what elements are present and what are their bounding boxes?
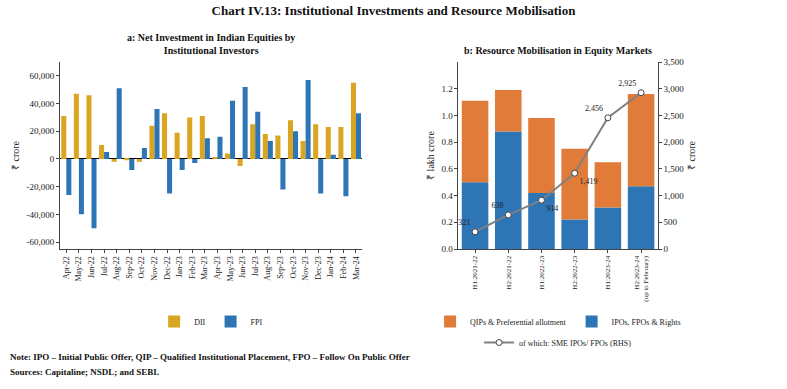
svg-text:H1:2023-24: H1:2023-24 xyxy=(604,255,612,289)
svg-text:40,000: 40,000 xyxy=(29,99,54,109)
svg-text:500: 500 xyxy=(663,217,677,227)
svg-text:Chart IV.13: Institutional Inv: Chart IV.13: Institutional Investments a… xyxy=(212,3,577,18)
svg-text:Sources: Capitaline; NSDL; and: Sources: Capitaline; NSDL; and SEBI. xyxy=(10,367,159,377)
svg-text:638: 638 xyxy=(492,201,504,210)
svg-text:₹ crore: ₹ crore xyxy=(686,140,697,170)
svg-text:0.0: 0.0 xyxy=(441,244,453,254)
svg-text:Sep-23: Sep-23 xyxy=(276,256,285,279)
svg-text:Nov-23: Nov-23 xyxy=(301,256,310,280)
svg-text:Aug-22: Aug-22 xyxy=(112,256,121,280)
svg-text:3,000: 3,000 xyxy=(663,84,684,94)
svg-text:Jul-22: Jul-22 xyxy=(100,256,109,276)
svg-text:Jan-23: Jan-23 xyxy=(175,256,184,277)
svg-text:Dec-22: Dec-22 xyxy=(163,256,172,280)
svg-text:2,456: 2,456 xyxy=(585,104,603,113)
svg-text:May-22: May-22 xyxy=(74,256,83,281)
svg-text:0.2: 0.2 xyxy=(441,217,452,227)
svg-text:914: 914 xyxy=(546,204,558,213)
svg-text:H2:2023-24(up to February): H2:2023-24(up to February) xyxy=(633,255,650,302)
svg-text:321: 321 xyxy=(458,218,470,227)
svg-text:-60,000: -60,000 xyxy=(26,237,54,247)
svg-text:2,925: 2,925 xyxy=(618,79,636,88)
svg-text:Jun-23: Jun-23 xyxy=(238,256,247,278)
svg-text:2,000: 2,000 xyxy=(663,137,684,147)
svg-text:₹ crore: ₹ crore xyxy=(10,140,21,170)
svg-text:Dec-23: Dec-23 xyxy=(314,256,323,280)
svg-text:1,419: 1,419 xyxy=(579,177,597,186)
svg-text:Sep-22: Sep-22 xyxy=(125,256,134,279)
svg-text:Jul-23: Jul-23 xyxy=(251,256,260,276)
svg-text:DII: DII xyxy=(194,318,205,327)
svg-text:1.2: 1.2 xyxy=(441,84,452,94)
svg-text:Jun-22: Jun-22 xyxy=(87,256,96,278)
svg-text:H2:2022-23: H2:2022-23 xyxy=(571,255,579,289)
svg-text:Oct-23: Oct-23 xyxy=(289,256,298,278)
svg-text:Aug-23: Aug-23 xyxy=(263,256,272,280)
svg-text:20,000: 20,000 xyxy=(29,126,54,136)
svg-text:Apr-22: Apr-22 xyxy=(62,256,71,279)
svg-text:H1:2022-23: H1:2022-23 xyxy=(538,255,546,289)
svg-text:0.6: 0.6 xyxy=(441,164,453,174)
svg-text:0: 0 xyxy=(663,244,668,254)
svg-text:IPOs, FPOs & Rights: IPOs, FPOs & Rights xyxy=(612,318,681,327)
svg-text:Apr-23: Apr-23 xyxy=(213,256,222,279)
svg-text:0.8: 0.8 xyxy=(441,137,453,147)
svg-text:Oct-22: Oct-22 xyxy=(137,256,146,278)
svg-text:₹ lakh crore: ₹ lakh crore xyxy=(425,131,436,180)
svg-text:60,000: 60,000 xyxy=(29,71,54,81)
svg-text:-20,000: -20,000 xyxy=(26,182,54,192)
svg-text:1,000: 1,000 xyxy=(663,191,684,201)
svg-text:H2:2021-22: H2:2021-22 xyxy=(505,255,513,289)
svg-text:3,500: 3,500 xyxy=(663,57,684,67)
svg-text:Mar-23: Mar-23 xyxy=(200,256,209,280)
svg-text:1,500: 1,500 xyxy=(663,164,684,174)
svg-text:a: Net Investment in Indian Eq: a: Net Investment in Indian Equities byI… xyxy=(127,32,295,56)
svg-text:1.0: 1.0 xyxy=(441,111,453,121)
svg-text:Nov-22: Nov-22 xyxy=(150,256,159,280)
svg-text:0: 0 xyxy=(50,154,55,164)
svg-text:Note: IPO – Initial Public Off: Note: IPO – Initial Public Offer, QIP – … xyxy=(10,352,410,362)
svg-text:QIPs & Preferential allotment: QIPs & Preferential allotment xyxy=(470,318,567,327)
svg-text:b: Resource Mobilisation in Eq: b: Resource Mobilisation in Equity Marke… xyxy=(464,45,652,56)
svg-text:Jan-24: Jan-24 xyxy=(326,256,335,277)
svg-text:-40,000: -40,000 xyxy=(26,210,54,220)
svg-text:H1:2021-22: H1:2021-22 xyxy=(471,255,479,289)
svg-text:May-23: May-23 xyxy=(226,256,235,281)
svg-text:2,500: 2,500 xyxy=(663,111,684,121)
svg-text:Feb-24: Feb-24 xyxy=(339,256,348,279)
svg-text:of which: SME IPOs/ FPOs (RHS): of which: SME IPOs/ FPOs (RHS) xyxy=(519,339,631,348)
svg-text:0.4: 0.4 xyxy=(441,191,453,201)
svg-text:FPI: FPI xyxy=(251,318,263,327)
svg-text:Feb-23: Feb-23 xyxy=(188,256,197,279)
svg-text:Mar-24: Mar-24 xyxy=(352,256,361,280)
